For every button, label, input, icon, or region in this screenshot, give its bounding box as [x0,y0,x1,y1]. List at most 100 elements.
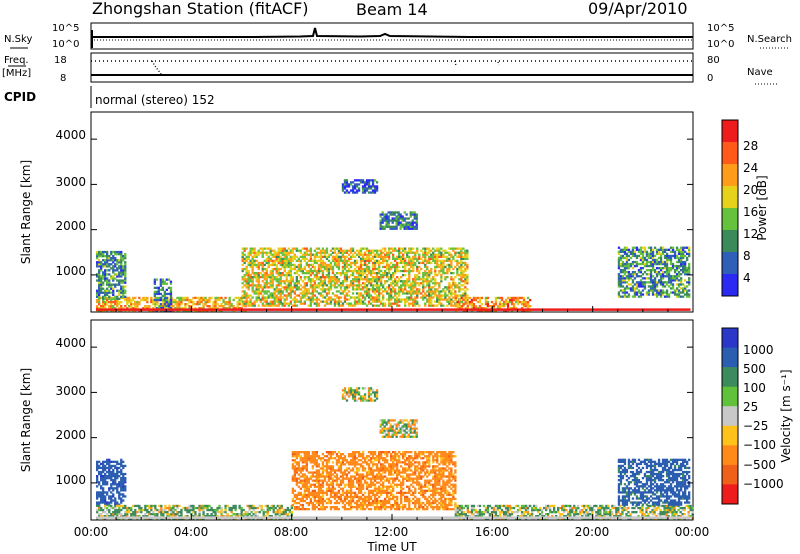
heatmap-cell [269,269,272,273]
heatmap-cell [98,250,101,254]
heatmap-cell [128,296,131,300]
heatmap-cell [301,459,304,462]
heatmap-cell [450,278,453,281]
heatmap-cell [412,247,415,250]
heatmap-cell [363,189,367,192]
heatmap-cell [247,278,250,281]
heatmap-cell [202,504,205,508]
heatmap-cell [375,253,379,256]
heatmap-cell [317,477,321,480]
heatmap-cell [153,280,156,283]
heatmap-cell [289,269,292,273]
heatmap-cell [325,501,329,505]
heatmap-cell [136,307,139,310]
heatmap-cell [255,253,258,256]
heatmap-cell [104,250,107,254]
heatmap-cell [247,288,250,291]
heatmap-cell [247,269,250,273]
heatmap-cell [240,513,243,516]
heatmap-cell [287,257,290,260]
heatmap-cell [122,477,125,480]
heatmap-cell [329,284,333,287]
heatmap-cell [510,298,514,302]
heatmap-cell [458,302,461,305]
heatmap-cell [142,508,145,512]
heatmap-cell [329,465,333,468]
heatmap-cell [339,463,343,466]
heatmap-cell [392,296,395,299]
heatmap-cell [102,493,105,496]
heatmap-cell [669,281,673,284]
heatmap-cell [102,468,105,472]
heatmap-cell [394,247,397,250]
heatmap-cell [236,307,239,310]
heatmap-cell [460,263,463,267]
heatmap-cell [277,302,280,305]
heatmap-cell [353,179,357,182]
heatmap-cell [315,469,318,472]
heatmap-cell [454,247,457,250]
heatmap-cell [688,262,691,266]
heatmap-cell [102,250,105,254]
heatmap-cell [255,259,258,262]
heatmap-cell [309,455,312,458]
heatmap-cell [677,267,681,270]
heatmap-cell [98,515,101,518]
heatmap-cell [241,296,244,299]
heatmap-cell [428,284,431,287]
heatmap-cell [436,296,439,299]
heatmap-cell [104,466,107,470]
heatmap-cell [448,292,451,295]
heatmap-cell [120,458,123,461]
heatmap-cell [619,295,623,298]
heatmap-cell [295,282,298,285]
heatmap-cell [253,251,256,254]
heatmap-cell [675,256,679,260]
heatmap-cell [351,255,355,258]
heatmap-cell [285,298,288,301]
heatmap-cell [295,304,298,307]
heatmap-cell [410,282,413,285]
heatmap-cell [460,249,463,252]
heatmap-cell [380,282,383,285]
heatmap-cell [289,274,292,277]
heatmap-cell [412,300,415,303]
heatmap-cell [291,467,294,470]
heatmap-cell [315,296,318,299]
heatmap-cell [114,472,117,476]
heatmap-cell [384,253,387,256]
noise-tick-low: 10^0 [52,39,79,50]
heatmap-cell [174,508,177,512]
heatmap-cell [410,286,413,289]
heatmap-cell [114,497,117,500]
heatmap-cell [643,277,647,280]
heatmap-cell [343,463,347,466]
heatmap-cell [645,281,649,284]
heatmap-cell [415,223,418,226]
heatmap-cell [341,272,345,275]
heatmap-cell [633,271,637,274]
heatmap-cell [418,261,421,265]
heatmap-cell [438,269,441,273]
heatmap-cell [295,455,298,458]
heatmap-cell [297,288,300,291]
heatmap-cell [404,249,407,252]
heatmap-cell [456,247,459,250]
heatmap-cell [279,274,282,277]
figure-title: Zhongshan Station (fitACF) [92,0,309,18]
heatmap-cell [643,256,647,260]
heatmap-cell [331,453,335,456]
heatmap-cell [378,267,381,271]
heatmap-cell [416,265,419,269]
heatmap-cell [657,256,661,260]
heatmap-cell [677,250,681,253]
heatmap-cell [273,290,276,293]
heatmap-cell [188,508,191,512]
heatmap-cell [108,460,111,463]
heatmap-cell [363,302,367,305]
heatmap-cell [323,278,327,281]
heatmap-cell [303,292,306,295]
heatmap-cell [375,187,379,190]
heatmap-cell [184,303,187,306]
heatmap-cell [438,284,441,287]
